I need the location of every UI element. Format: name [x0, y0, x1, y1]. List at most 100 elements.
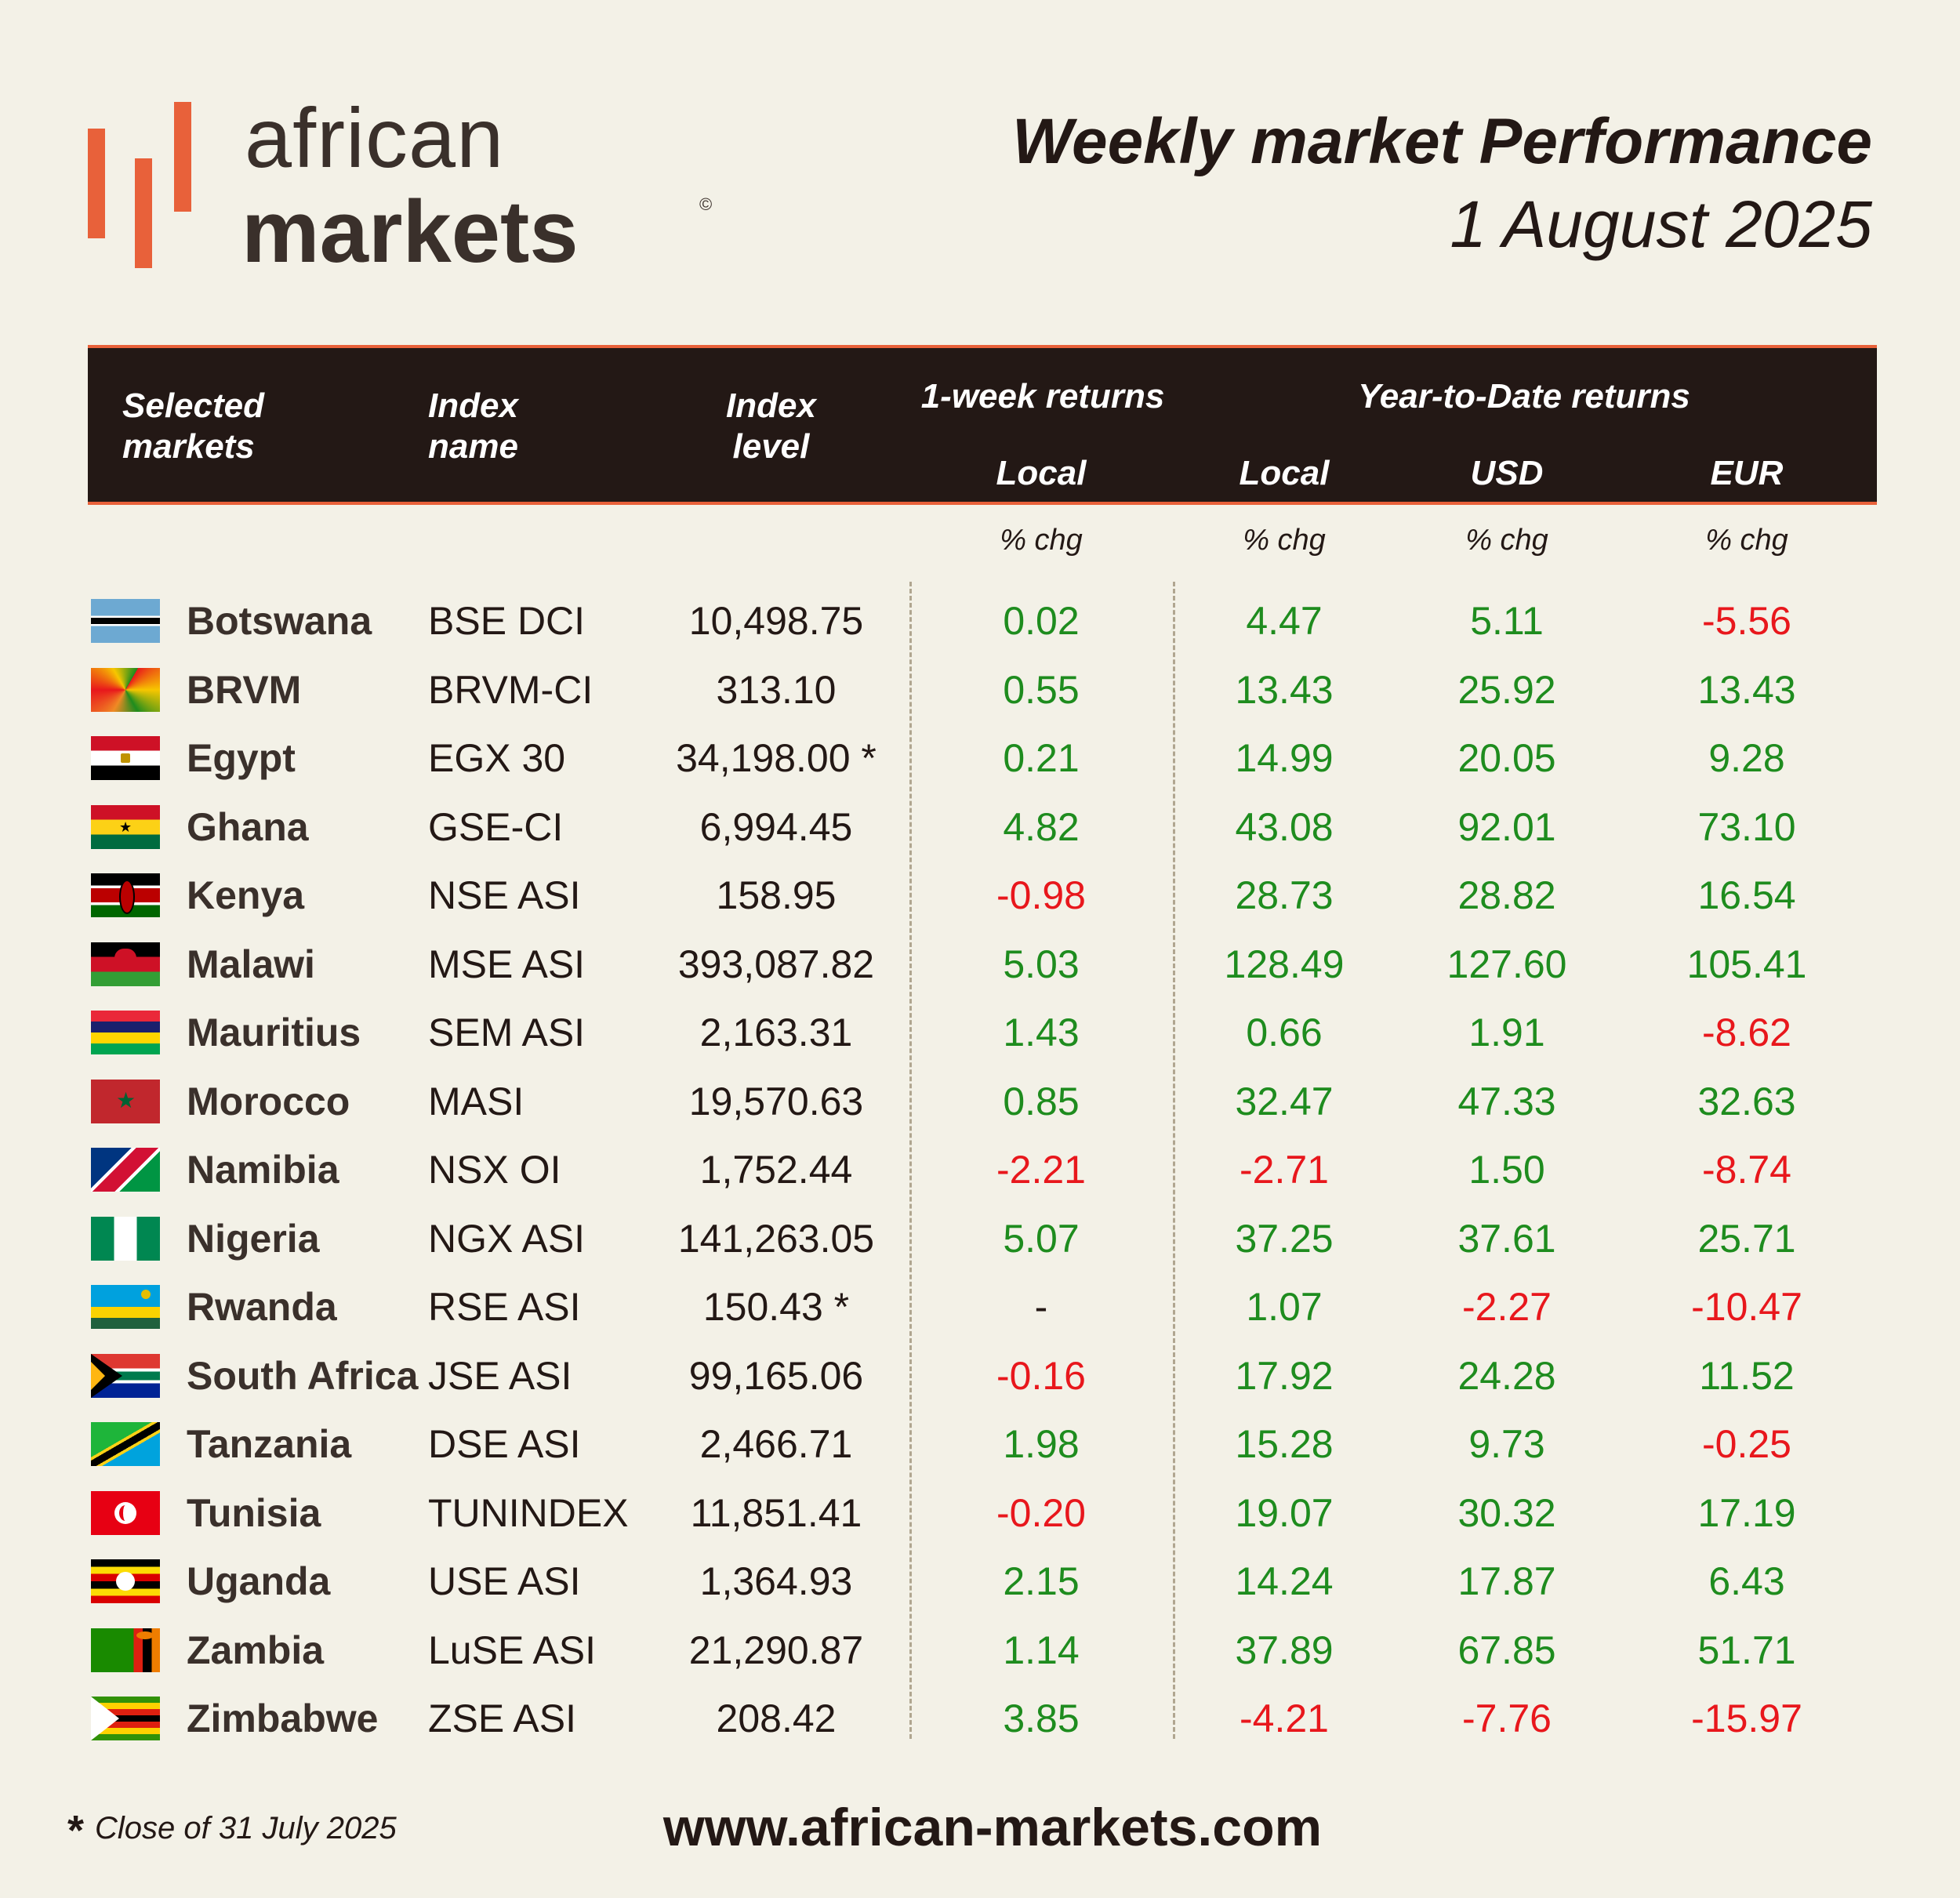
week-local-return: 0.85: [1003, 1079, 1080, 1123]
index-level: 2,163.31: [699, 1011, 853, 1054]
week-local-return: 1.98: [1003, 1422, 1080, 1466]
botswana-flag-icon: [91, 599, 160, 643]
rwanda-flag-icon: [91, 1285, 160, 1329]
index-level: 208.42: [716, 1697, 837, 1740]
african-markets-logo: african markets ©: [88, 90, 712, 282]
footnote: * Close of 31 July 2025: [67, 1807, 397, 1860]
week-local-return: -0.16: [996, 1353, 1086, 1398]
ghana-flag-icon: ★: [91, 804, 160, 849]
ytd-eur-return: 13.43: [1697, 667, 1796, 712]
table-row: Mauritius SEM ASI 2,163.31 1.43 0.66 1.91 -8.6…: [0, 1007, 1960, 1076]
ytd-usd-return: 127.60: [1446, 942, 1567, 986]
ytd-eur-return: 73.10: [1697, 804, 1796, 849]
index-name: EGX 30: [428, 736, 566, 780]
index-level: 2,466.71: [699, 1422, 853, 1466]
header-index-level-line1: Index: [726, 386, 816, 425]
index-name: USE ASI: [428, 1559, 581, 1603]
ytd-usd-return: 92.01: [1457, 804, 1556, 849]
ytd-eur-return: 17.19: [1697, 1490, 1796, 1535]
logo-word-african: african: [245, 90, 505, 185]
ytd-local-return: 37.89: [1235, 1628, 1334, 1672]
index-name: DSE ASI: [428, 1422, 581, 1466]
table-row: Tanzania DSE ASI 2,466.71 1.98 15.28 9.73 -0.2…: [0, 1419, 1960, 1487]
header-index-level-line2: level: [732, 427, 810, 466]
zimbabwe-flag-icon: [91, 1697, 160, 1740]
ytd-usd-return: 67.85: [1457, 1628, 1556, 1672]
website-link[interactable]: www.african-markets.com: [662, 1798, 1323, 1857]
ytd-eur-return: 105.41: [1686, 942, 1807, 986]
ytd-usd-return: 47.33: [1457, 1079, 1556, 1123]
week-local-return: 1.43: [1003, 1011, 1080, 1054]
report-title: Weekly market Performance 1 August 2025: [1012, 106, 1872, 258]
week-local-return: 0.55: [1003, 667, 1080, 712]
egypt-flag-icon: [91, 736, 160, 780]
header-ytd-usd: USD: [1470, 454, 1544, 492]
country-name: Egypt: [187, 736, 296, 780]
index-level: 19,570.63: [688, 1079, 864, 1123]
ytd-eur-return: -0.25: [1702, 1422, 1791, 1466]
ytd-usd-return: 25.92: [1457, 667, 1556, 712]
ytd-usd-return: 1.91: [1468, 1011, 1545, 1054]
malawi-flag-icon: [91, 942, 160, 986]
ytd-usd-return: 30.32: [1457, 1490, 1556, 1535]
header-index-level: Index level: [726, 386, 816, 467]
ytd-eur-return: 16.54: [1697, 873, 1796, 917]
week-local-return: 2.15: [1003, 1559, 1080, 1603]
header-ytd-local: Local: [1239, 454, 1330, 492]
table-row: Nigeria NGX ASI 141,263.05 5.07 37.25 37.61 25…: [0, 1214, 1960, 1282]
country-name: Tanzania: [187, 1422, 352, 1466]
tunisia-flag-icon: [91, 1490, 160, 1535]
subheader-ytd-usd-pct: % chg: [1465, 524, 1548, 557]
logo-bars-icon: [88, 94, 198, 274]
south-africa-flag-icon: [91, 1353, 160, 1398]
mauritius-flag-icon: [91, 1011, 160, 1054]
title-text: Weekly market Performance: [1012, 106, 1872, 177]
table-row: Botswana BSE DCI 10,498.75 0.02 4.47 5.11 -5.5…: [0, 596, 1960, 664]
index-level: 21,290.87: [688, 1628, 864, 1672]
index-name: LuSE ASI: [428, 1628, 597, 1672]
ytd-eur-return: -8.62: [1702, 1011, 1791, 1054]
index-name: RSE ASI: [428, 1285, 581, 1329]
index-level: 313.10: [716, 667, 837, 712]
ytd-usd-return: 24.28: [1457, 1353, 1556, 1398]
ytd-eur-return: -8.74: [1702, 1148, 1791, 1192]
header-index-name-line2: name: [428, 427, 518, 466]
country-name: Morocco: [187, 1079, 350, 1123]
ytd-local-return: 0.66: [1246, 1011, 1323, 1054]
ytd-local-return: 1.07: [1246, 1285, 1323, 1329]
header-index-name-line1: Index: [428, 386, 518, 425]
index-level: 1,364.93: [699, 1559, 853, 1603]
index-level: 141,263.05: [677, 1216, 875, 1261]
index-name: SEM ASI: [428, 1011, 586, 1054]
country-name: Kenya: [187, 873, 305, 917]
week-local-return: 0.02: [1003, 599, 1080, 643]
ytd-eur-return: 6.43: [1708, 1559, 1785, 1603]
week-local-return: 5.03: [1003, 942, 1080, 986]
index-name: BRVM-CI: [428, 667, 593, 712]
country-name: Namibia: [187, 1148, 339, 1192]
table-row: Egypt EGX 30 34,198.00 * 0.21 14.99 20.05 9.28: [0, 733, 1960, 801]
week-local-return: 5.07: [1003, 1216, 1080, 1261]
uganda-flag-icon: [91, 1559, 160, 1603]
subheader-ytd-local-pct: % chg: [1243, 524, 1326, 557]
ytd-local-return: 13.43: [1235, 667, 1334, 712]
ytd-eur-return: -15.97: [1691, 1697, 1802, 1740]
ytd-local-return: 28.73: [1235, 873, 1334, 917]
table-row: Tunisia TUNINDEX 11,851.41 -0.20 19.07 30.32 1…: [0, 1488, 1960, 1556]
table-row: Uganda USE ASI 1,364.93 2.15 14.24 17.87 6.43: [0, 1556, 1960, 1624]
table-row: South Africa JSE ASI 99,165.06 -0.16 17.92 24…: [0, 1351, 1960, 1419]
index-level: 1,752.44: [699, 1148, 853, 1192]
week-local-return: 3.85: [1003, 1697, 1080, 1740]
brvm-flag-icon: [91, 667, 160, 712]
index-name: GSE-CI: [428, 804, 564, 849]
table-header: Selected markets Index name Index level …: [88, 345, 1877, 505]
ytd-local-return: 32.47: [1235, 1079, 1334, 1123]
header-index-name: Index name: [428, 386, 518, 467]
ytd-local-return: -2.71: [1240, 1148, 1329, 1192]
column-divider: [909, 582, 912, 1739]
footnote-text: Close of 31 July 2025: [95, 1811, 397, 1845]
index-level: 11,851.41: [690, 1490, 862, 1535]
footnote-star: *: [67, 1807, 85, 1854]
table-row: Zimbabwe ZSE ASI 208.42 3.85 -4.21 -7.76 -15.9…: [0, 1693, 1960, 1762]
header-ytd-eur: EUR: [1710, 454, 1784, 492]
